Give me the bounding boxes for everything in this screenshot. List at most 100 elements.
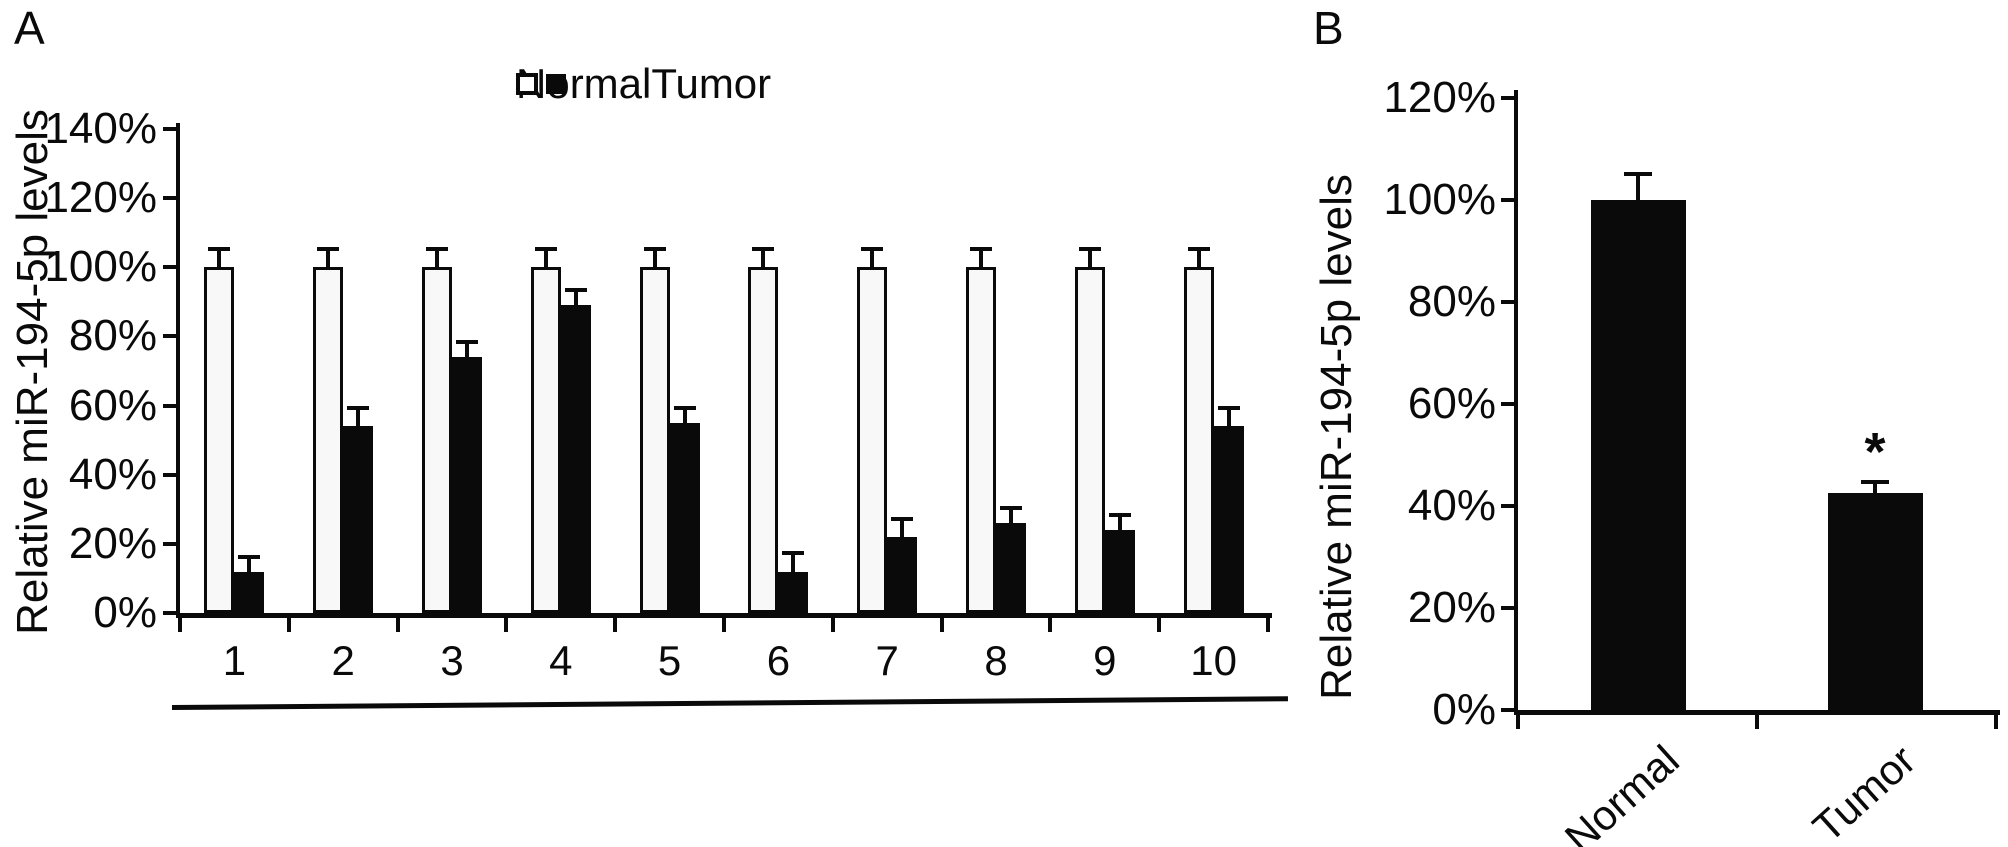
- error-bar-stem-a-normal-4: [543, 250, 548, 270]
- bar-normal-10: [1183, 267, 1214, 613]
- bar-tumor-8: [996, 523, 1026, 613]
- panel-a-category-label: 5: [657, 637, 682, 684]
- bar-tumor-2: [343, 426, 374, 613]
- bar-tumor-10: [1213, 426, 1244, 613]
- error-bar-stem-a-tumor-5: [682, 409, 687, 425]
- panel-b-category-label: Tumor: [1803, 736, 1925, 847]
- bar-normal-7: [857, 267, 888, 613]
- legend-swatch-normal-icon: [516, 73, 538, 95]
- panel-a-y-tick-label: 100%: [44, 242, 157, 292]
- panel-b-category-label: Normal: [1555, 736, 1688, 847]
- panel-a-y-tick-label: 140%: [44, 104, 157, 154]
- error-bar-cap-a-normal-7: [861, 247, 884, 251]
- panel-a-y-tick: [163, 196, 176, 201]
- panel-a-y-tick-label: 120%: [44, 173, 157, 223]
- panel-a-y-tick-label: 40%: [68, 449, 157, 499]
- panel-b-y-tick: [1501, 198, 1514, 202]
- error-bar-stem-a-normal-1: [217, 250, 222, 270]
- bar-tumor-1: [234, 571, 265, 613]
- bar-tumor-6: [778, 571, 809, 613]
- bar-tumor-5: [669, 422, 700, 613]
- panel-a-y-tick: [163, 611, 176, 615]
- panel-a-x-tick: [1157, 618, 1162, 632]
- error-bar-stem-a-tumor-3: [465, 343, 469, 360]
- panel-a-category-label: 10: [1190, 637, 1237, 684]
- panel-b-y-tick: [1501, 96, 1514, 100]
- error-bar-cap-a-tumor-5: [673, 406, 696, 411]
- bar-tumor-3: [452, 357, 482, 613]
- error-bar-stem-a-tumor-6: [791, 554, 796, 574]
- panel-a-legend: Normal Tumor: [516, 60, 772, 107]
- panel-a-y-tick: [163, 403, 176, 408]
- error-bar-cap-a-normal-2: [317, 247, 340, 251]
- panel-a-y-tick: [163, 541, 176, 546]
- error-bar-cap-a-normal-6: [752, 247, 775, 251]
- panel-a-y-tick-label: 60%: [68, 380, 157, 430]
- panel-b-y-tick-label: 20%: [1407, 583, 1496, 632]
- panel-a-y-tick-label: 80%: [68, 311, 157, 361]
- error-bar-stem-a-tumor-8: [1009, 509, 1013, 526]
- panel-a-category-label: 6: [766, 637, 791, 684]
- error-bar-cap-a-tumor-7: [891, 516, 914, 521]
- error-bar-stem-a-tumor-2: [356, 409, 361, 429]
- panel-a-x-tick: [395, 618, 400, 632]
- bar-normal-9: [1074, 267, 1105, 613]
- panel-b-y-tick-label: 100%: [1383, 175, 1496, 224]
- panel-a-category-label: 7: [875, 637, 899, 684]
- panel-b: B: [1300, 0, 2008, 847]
- bar-tumor-7: [887, 536, 918, 613]
- error-bar-cap-a-tumor-1: [238, 554, 261, 559]
- error-bar-cap-a-normal-4: [534, 247, 557, 251]
- panel-a-category-label: 4: [549, 637, 573, 684]
- panel-a-y-axis-line: [176, 123, 180, 618]
- error-bar-stem-a-normal-9: [1087, 250, 1092, 270]
- panel-b-x-tick: [1755, 715, 1759, 729]
- error-bar-stem-b-normal: [1636, 174, 1640, 202]
- bar-tumor-9: [1104, 530, 1135, 613]
- panel-a-category-label: 3: [440, 637, 464, 684]
- error-bar-cap-b-normal: [1624, 171, 1652, 176]
- panel-a-y-tick-label: 20%: [68, 518, 157, 568]
- panel-a-x-tick: [939, 618, 944, 632]
- bar-normal-5: [639, 267, 670, 613]
- panel-a-x-tick: [613, 618, 618, 632]
- bar-normal-4: [530, 267, 561, 613]
- bar-normal-8: [966, 267, 996, 613]
- error-bar-cap-a-tumor-6: [782, 551, 805, 556]
- panel-a-y-tick: [163, 334, 176, 339]
- legend-label-tumor: Tumor: [651, 60, 772, 107]
- panel-a-y-tick: [163, 265, 176, 270]
- panel-a-y-tick: [163, 472, 176, 477]
- panel-a-category-label: 1: [222, 637, 247, 684]
- error-bar-cap-a-tumor-4: [564, 288, 587, 293]
- panel-b-x-tick: [1994, 715, 1998, 729]
- panel-b-y-tick: [1501, 300, 1514, 304]
- legend-swatch-tumor-icon: [546, 74, 566, 94]
- bar-tumor: [1827, 493, 1923, 710]
- error-bar-cap-a-normal-3: [426, 247, 448, 251]
- panel-a-x-tick: [830, 618, 835, 632]
- panel-b-y-tick-label: 40%: [1407, 481, 1496, 530]
- error-bar-stem-a-normal-2: [326, 250, 331, 270]
- panel-a-label: A: [14, 2, 45, 54]
- error-bar-stem-b-tumor: [1873, 483, 1877, 496]
- error-bar-stem-a-tumor-4: [573, 291, 578, 308]
- panel-a-plot: 0% 20% 40% 60% 80% 100% 120% 140% 1 2 3 4 5 6 7 8 9 10: [44, 104, 1272, 684]
- panel-a-x-tick: [504, 618, 509, 632]
- panel-b-y-axis-line: [1514, 90, 1518, 715]
- error-bar-cap-a-normal-10: [1187, 247, 1210, 251]
- panel-b-y-tick: [1501, 402, 1514, 406]
- error-bar-stem-a-tumor-1: [247, 557, 252, 574]
- panel-b-x-tick: [1516, 715, 1520, 729]
- panel-b-label: B: [1313, 2, 1344, 54]
- bar-normal-2: [313, 267, 344, 613]
- panel-a-x-tick: [722, 618, 726, 632]
- error-bar-stem-a-tumor-9: [1117, 516, 1122, 533]
- panel-b-y-tick-label: 60%: [1407, 379, 1496, 428]
- panel-a-x-tick: [1048, 618, 1053, 632]
- panel-a-category-label: 8: [984, 637, 1008, 684]
- significance-asterisk: *: [1864, 422, 1886, 482]
- panel-b-y-tick-label: 120%: [1383, 73, 1496, 122]
